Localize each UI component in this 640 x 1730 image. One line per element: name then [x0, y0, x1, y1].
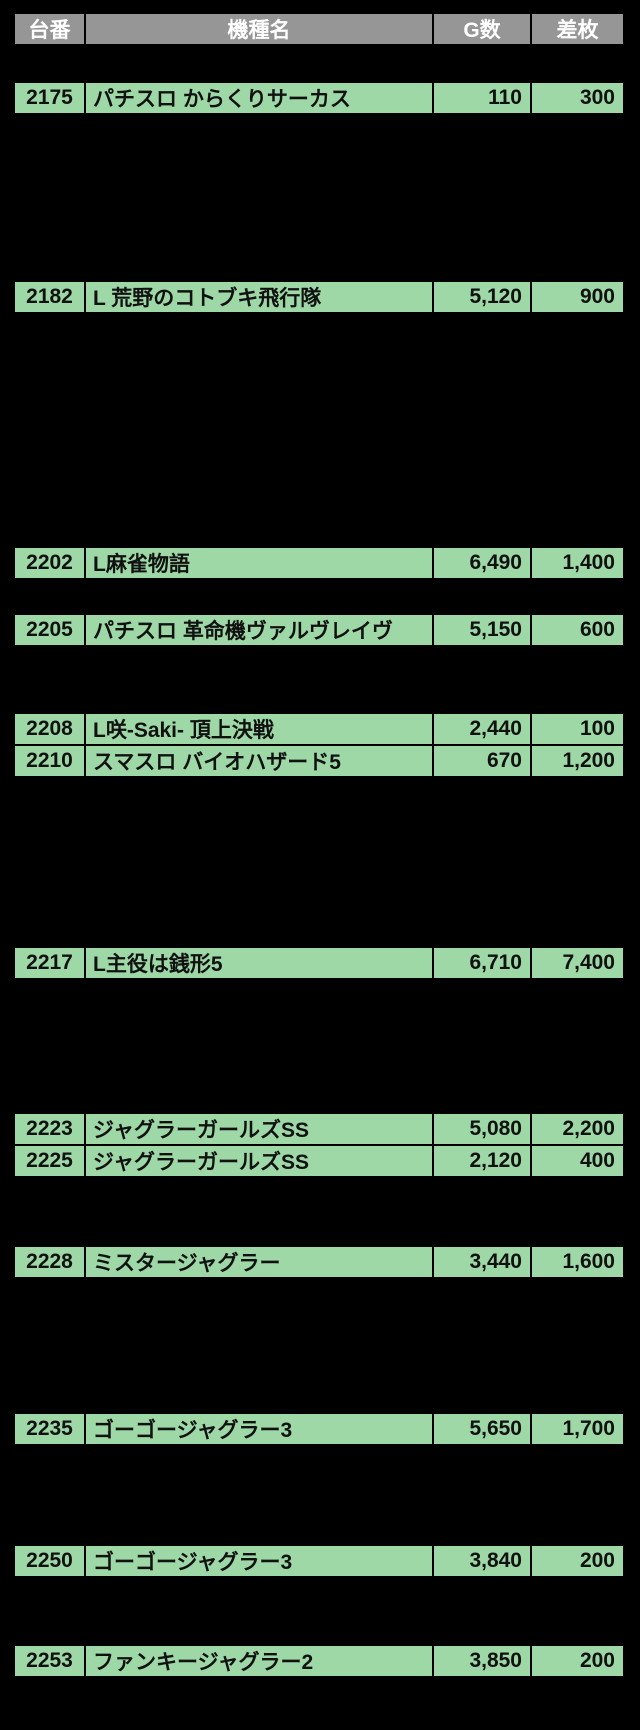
table-row: 2210 スマスロ バイオハザード5 670 1,200	[15, 746, 623, 776]
cell-machine_no: 2228	[15, 1247, 84, 1277]
cell-diff_medals: 100	[532, 714, 623, 744]
table-row: 2235 ゴーゴージャグラー3 5,650 1,700	[15, 1414, 623, 1444]
cell-model_name: L 荒野のコトブキ飛行隊	[86, 282, 432, 312]
cell-game_count: 5,080	[434, 1114, 530, 1144]
header-cell-diff_medals: 差枚	[532, 14, 623, 44]
table-row: 2182 L 荒野のコトブキ飛行隊 5,120 900	[15, 282, 623, 312]
cell-game_count: 5,150	[434, 615, 530, 645]
cell-diff_medals: 600	[532, 615, 623, 645]
cell-game_count: 2,440	[434, 714, 530, 744]
cell-diff_medals: 900	[532, 282, 623, 312]
header-cell-game_count: G数	[434, 14, 530, 44]
table-header-row: 台番 機種名 G数 差枚	[15, 14, 623, 44]
cell-model_name: L咲-Saki- 頂上決戦	[86, 714, 432, 744]
cell-model_name: ミスタージャグラー	[86, 1247, 432, 1277]
cell-game_count: 670	[434, 746, 530, 776]
cell-machine_no: 2175	[15, 83, 84, 113]
cell-model_name: ゴーゴージャグラー3	[86, 1414, 432, 1444]
cell-machine_no: 2182	[15, 282, 84, 312]
table-row: 2202 L麻雀物語 6,490 1,400	[15, 548, 623, 578]
cell-diff_medals: 1,700	[532, 1414, 623, 1444]
cell-game_count: 2,120	[434, 1146, 530, 1176]
cell-game_count: 3,850	[434, 1646, 530, 1676]
cell-machine_no: 2210	[15, 746, 84, 776]
cell-game_count: 6,490	[434, 548, 530, 578]
cell-model_name: ゴーゴージャグラー3	[86, 1546, 432, 1576]
cell-model_name: パチスロ からくりサーカス	[86, 83, 432, 113]
cell-game_count: 5,650	[434, 1414, 530, 1444]
cell-diff_medals: 1,600	[532, 1247, 623, 1277]
table-row: 2225 ジャグラーガールズSS 2,120 400	[15, 1146, 623, 1176]
cell-model_name: L主役は銭形5	[86, 948, 432, 978]
table-row: 2208 L咲-Saki- 頂上決戦 2,440 100	[15, 714, 623, 744]
cell-diff_medals: 200	[532, 1546, 623, 1576]
table-row: 2217 L主役は銭形5 6,710 7,400	[15, 948, 623, 978]
cell-model_name: ファンキージャグラー2	[86, 1646, 432, 1676]
cell-diff_medals: 200	[532, 1646, 623, 1676]
cell-machine_no: 2253	[15, 1646, 84, 1676]
header-cell-model_name: 機種名	[86, 14, 432, 44]
cell-game_count: 3,840	[434, 1546, 530, 1576]
cell-diff_medals: 1,200	[532, 746, 623, 776]
cell-model_name: スマスロ バイオハザード5	[86, 746, 432, 776]
cell-machine_no: 2205	[15, 615, 84, 645]
cell-machine_no: 2217	[15, 948, 84, 978]
cell-diff_medals: 1,400	[532, 548, 623, 578]
table-row: 2253 ファンキージャグラー2 3,850 200	[15, 1646, 623, 1676]
cell-machine_no: 2202	[15, 548, 84, 578]
cell-machine_no: 2235	[15, 1414, 84, 1444]
header-cell-machine_no: 台番	[15, 14, 84, 44]
cell-model_name: L麻雀物語	[86, 548, 432, 578]
cell-machine_no: 2223	[15, 1114, 84, 1144]
cell-diff_medals: 2,200	[532, 1114, 623, 1144]
cell-model_name: パチスロ 革命機ヴァルヴレイヴ	[86, 615, 432, 645]
cell-game_count: 3,440	[434, 1247, 530, 1277]
table-row: 2175 パチスロ からくりサーカス 110 300	[15, 83, 623, 113]
cell-diff_medals: 400	[532, 1146, 623, 1176]
cell-model_name: ジャグラーガールズSS	[86, 1114, 432, 1144]
cell-game_count: 6,710	[434, 948, 530, 978]
cell-machine_no: 2250	[15, 1546, 84, 1576]
table-row: 2250 ゴーゴージャグラー3 3,840 200	[15, 1546, 623, 1576]
cell-machine_no: 2225	[15, 1146, 84, 1176]
cell-game_count: 110	[434, 83, 530, 113]
cell-machine_no: 2208	[15, 714, 84, 744]
cell-diff_medals: 300	[532, 83, 623, 113]
cell-game_count: 5,120	[434, 282, 530, 312]
cell-model_name: ジャグラーガールズSS	[86, 1146, 432, 1176]
cell-diff_medals: 7,400	[532, 948, 623, 978]
table-row: 2223 ジャグラーガールズSS 5,080 2,200	[15, 1114, 623, 1144]
table-row: 2205 パチスロ 革命機ヴァルヴレイヴ 5,150 600	[15, 615, 623, 645]
table-row: 2228 ミスタージャグラー 3,440 1,600	[15, 1247, 623, 1277]
